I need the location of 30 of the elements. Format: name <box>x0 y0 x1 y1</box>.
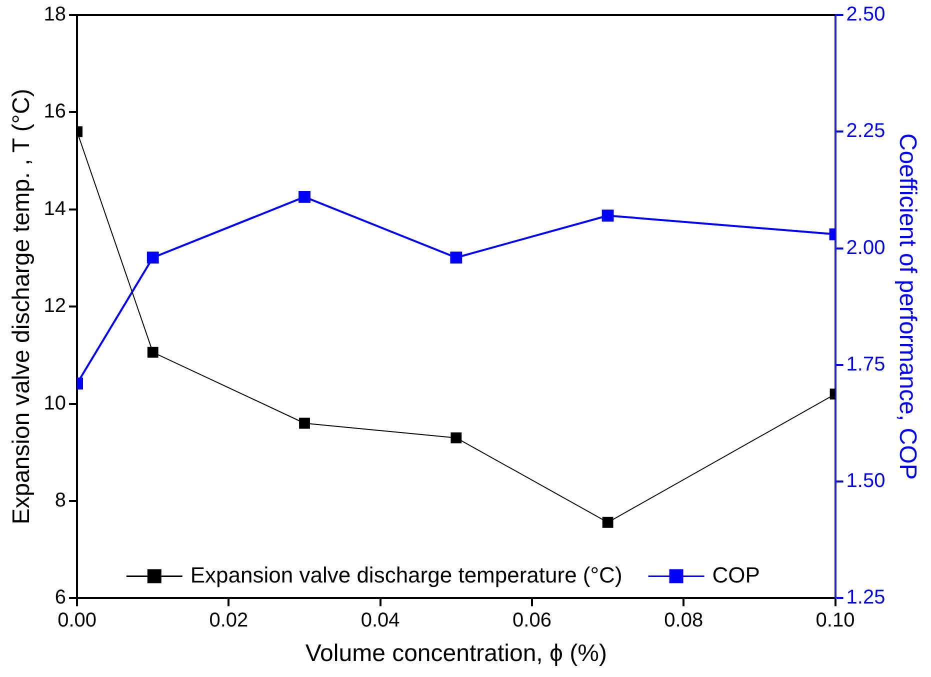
y2-tick-label: 1.25 <box>846 586 886 609</box>
y-axis-title: Expansion valve discharge temp. , T (°C) <box>8 88 36 524</box>
x-tick-label: 0.06 <box>512 610 552 632</box>
y-tick-label: 16 <box>44 100 66 123</box>
x-tick-label: 0.02 <box>209 610 248 632</box>
point <box>299 418 310 429</box>
y2-axis-title: Coefficient of performance, COP <box>894 133 921 480</box>
y2-tick-label: 2.25 <box>846 120 886 142</box>
point <box>450 252 462 264</box>
x-tick-label: 0.00 <box>58 610 97 632</box>
point <box>298 191 310 203</box>
y-tick-label: 6 <box>54 586 66 609</box>
y-tick-label: 12 <box>44 295 66 318</box>
y-tick-label: 18 <box>44 4 66 26</box>
y-tick-label: 8 <box>54 490 66 512</box>
x-tick-label: 0.04 <box>360 610 400 632</box>
y2-tick-label: 2.50 <box>846 4 886 26</box>
y2-tick-label: 1.75 <box>846 353 886 376</box>
legend-label: COP <box>712 562 760 588</box>
x-axis-title: Volume concentration, ϕ (%) <box>305 640 607 668</box>
point <box>602 210 614 222</box>
y2-tick-label: 2.00 <box>846 236 886 259</box>
legend-label: Expansion valve discharge temperature (°C) <box>190 562 622 588</box>
y-tick-label: 10 <box>44 392 66 414</box>
x-tick-label: 0.08 <box>664 610 704 632</box>
x-tick-label: 0.10 <box>816 610 855 632</box>
y-tick-label: 14 <box>44 198 66 220</box>
y2-tick-label: 1.50 <box>846 470 886 492</box>
point <box>450 432 462 444</box>
point <box>602 516 614 528</box>
